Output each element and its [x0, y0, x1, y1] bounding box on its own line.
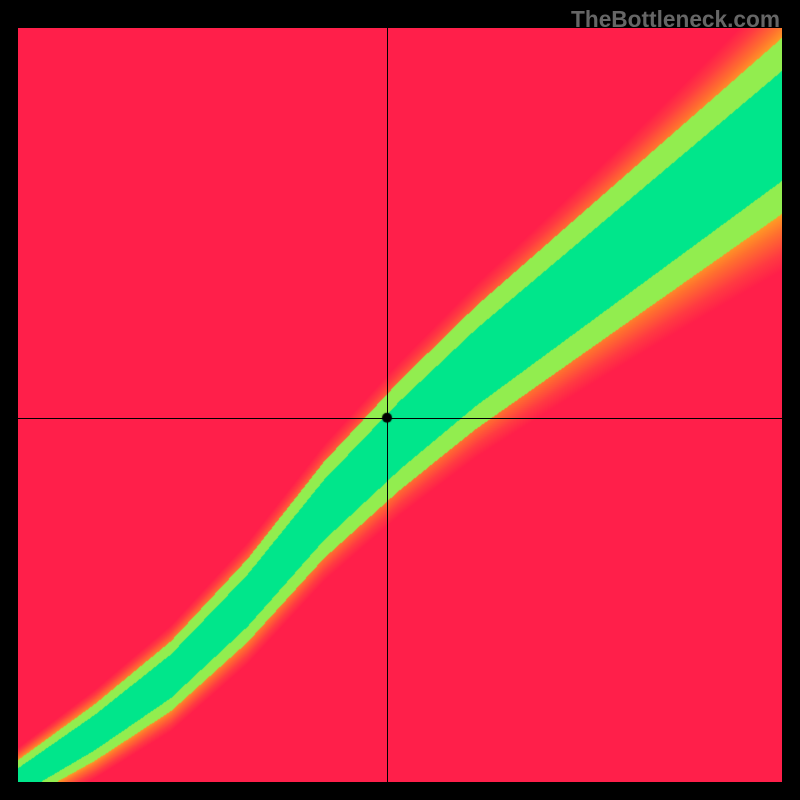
plot-stage: [0, 0, 800, 800]
crosshair-vertical: [387, 28, 388, 782]
heatmap-canvas: [18, 28, 782, 782]
watermark-text: TheBottleneck.com: [571, 6, 780, 33]
chart-root: { "watermark": { "text": "TheBottleneck.…: [0, 0, 800, 800]
plot-container: [18, 28, 782, 782]
crosshair-horizontal: [18, 418, 782, 419]
